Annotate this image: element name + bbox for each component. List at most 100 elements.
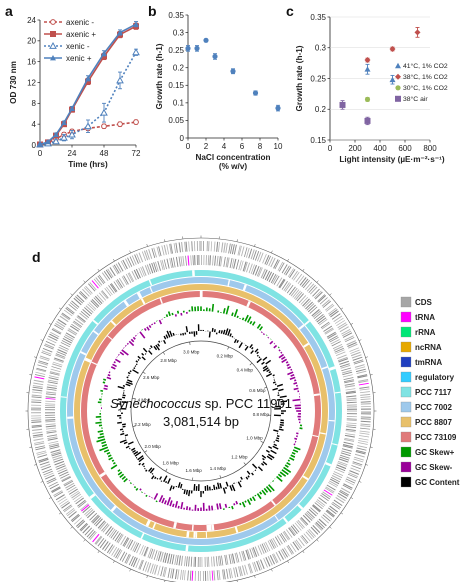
cds-feature: [125, 258, 131, 268]
cds-feature: [130, 541, 136, 551]
data-point-series-3: [61, 119, 67, 126]
cds-feature: [127, 257, 133, 267]
cds-feature: [97, 275, 105, 285]
cds-feature: [241, 565, 246, 576]
gc-content-bar: [135, 363, 138, 366]
cds-feature: [69, 302, 79, 310]
gc-content-bar: [261, 454, 267, 459]
cds-feature: [252, 547, 258, 557]
cds-feature: [283, 547, 290, 557]
cds-feature: [302, 514, 311, 523]
cds-feature: [290, 543, 297, 553]
comparison-gap: [274, 515, 279, 521]
gc-skew-bar: [265, 486, 272, 493]
cds-feature: [338, 458, 349, 463]
gc-skew-bar: [278, 349, 281, 352]
cds-feature: [151, 262, 156, 273]
cds-feature: [49, 483, 59, 490]
scale-tick: [271, 568, 273, 572]
gc-content-bar: [256, 351, 259, 355]
cds-feature: [282, 548, 289, 558]
gc-skew-bar: [249, 497, 253, 502]
cds-feature: [59, 471, 69, 477]
cds-feature: [65, 482, 75, 489]
cds-feature: [244, 247, 248, 258]
cds-feature: [141, 251, 147, 261]
cds-feature: [79, 290, 88, 299]
cds-feature: [316, 315, 326, 323]
cds-feature: [68, 328, 78, 335]
gc-content-bar: [138, 457, 145, 463]
cds-feature: [44, 344, 54, 350]
gc-content-bar: [231, 484, 236, 492]
scale-tick: [329, 293, 332, 296]
cds-feature: [287, 268, 294, 278]
cds-feature: [281, 281, 288, 290]
scale-tick: [113, 258, 115, 262]
gc-content-bar: [257, 466, 263, 472]
cds-feature: [34, 445, 45, 449]
gc-skew-bar: [236, 315, 239, 319]
cds-feature: [344, 437, 355, 441]
cds-feature: [273, 553, 279, 563]
gc-skew-bar: [118, 353, 120, 356]
cds-feature: [352, 461, 363, 466]
cds-feature: [353, 458, 364, 463]
cds-feature: [355, 368, 366, 373]
gc-skew-bar: [273, 344, 278, 349]
cds-feature: [65, 332, 75, 339]
gc-skew-bar: [101, 443, 108, 448]
cds-feature: [92, 515, 100, 524]
cds-feature: [360, 398, 371, 400]
cds-feature: [359, 430, 370, 433]
gc-skew-bar: [241, 317, 245, 321]
cds-feature: [41, 351, 51, 357]
gc-skew-bar: [108, 456, 113, 461]
scale-tick: [40, 481, 44, 483]
cds-feature: [53, 458, 64, 463]
cds-feature: [314, 523, 323, 531]
cds-feature: [115, 549, 121, 559]
cds-feature: [358, 380, 369, 384]
cds-feature: [339, 363, 350, 368]
cds-feature: [116, 549, 123, 560]
gc-content-bar: [143, 465, 145, 468]
gc-content-bar: [213, 484, 216, 490]
gc-content-bar: [129, 370, 132, 373]
gc-content-bar: [261, 361, 265, 365]
cds-feature: [228, 554, 232, 565]
comparison-gap: [136, 292, 142, 299]
cds-feature: [36, 450, 47, 454]
cds-feature: [325, 304, 335, 312]
gc-content-bar: [153, 345, 158, 351]
gc-content-bar: [132, 449, 136, 453]
gc-skew-bar: [117, 471, 123, 476]
cds-feature: [148, 263, 154, 274]
x-tick-label: 2: [204, 142, 209, 151]
cds-feature: [259, 544, 265, 554]
cds-feature: [80, 310, 89, 319]
gc-skew-bar: [293, 387, 299, 391]
cds-feature: [51, 452, 62, 457]
data-point-series-0: [203, 37, 209, 43]
cds-feature: [36, 367, 47, 372]
cds-feature: [53, 490, 63, 496]
cds-feature: [329, 505, 339, 513]
cds-feature: [305, 511, 314, 520]
gc-skew-bar: [119, 473, 125, 479]
gc-content-bar: [121, 401, 127, 404]
cds-feature: [274, 260, 280, 270]
cds-feature: [156, 550, 160, 561]
cds-feature: [64, 480, 74, 487]
data-point-series-2: [52, 137, 60, 145]
cds-feature: [51, 366, 62, 370]
cds-feature: [153, 550, 158, 560]
cds-feature: [283, 530, 291, 540]
gc-skew-bar: [262, 333, 265, 336]
cds-feature: [32, 428, 43, 431]
cds-feature: [56, 351, 67, 356]
gc-content-bar: [163, 475, 168, 483]
cds-feature: [309, 286, 318, 295]
cds-feature: [254, 266, 260, 276]
cds-feature: [79, 312, 88, 320]
